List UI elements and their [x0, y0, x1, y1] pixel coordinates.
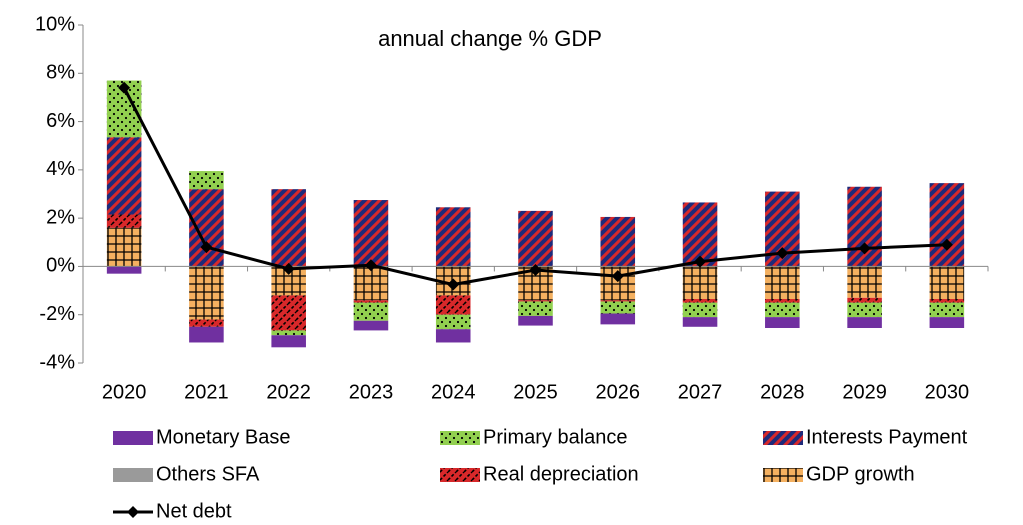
bar-segment: [435, 314, 471, 330]
bar-segment: [518, 301, 553, 316]
bar-segment: [353, 320, 389, 331]
bar-segment: [929, 317, 965, 328]
bar-segment: [600, 300, 636, 302]
bar-segment: [847, 186, 882, 267]
bar-segment: [189, 319, 224, 327]
x-tick-label: 2025: [513, 381, 558, 403]
bar-segment: [189, 326, 224, 343]
bar-segment: [271, 295, 306, 331]
bar-segment: [353, 300, 389, 303]
bar-segment: [106, 227, 142, 267]
legend-swatch: [113, 431, 153, 445]
bar-segment: [518, 300, 553, 302]
bar-segment: [765, 266, 800, 300]
bar-segment: [435, 207, 471, 267]
legend-label: Others SFA: [156, 463, 260, 485]
bar-segment: [847, 302, 882, 318]
x-tick-label: 2022: [266, 381, 311, 403]
bar-segment: [600, 301, 636, 314]
legend-label: Primary balance: [483, 426, 628, 448]
bar-segment: [518, 210, 553, 267]
x-tick-label: 2024: [431, 381, 476, 403]
bar-segment: [353, 266, 389, 301]
legend-swatch: [127, 506, 139, 518]
bar-segment: [189, 266, 224, 320]
x-tick-label: 2020: [102, 381, 147, 403]
x-tick-label: 2029: [842, 381, 887, 403]
chart-title: annual change % GDP: [378, 26, 602, 51]
x-tick-label: 2030: [925, 381, 970, 403]
bar-segment: [847, 297, 882, 303]
legend-swatch: [440, 431, 480, 445]
y-tick-label: -2%: [39, 303, 75, 325]
line-marker: [858, 242, 871, 255]
bar-segment: [106, 214, 142, 228]
bar-segment: [271, 335, 306, 348]
bar-segment: [929, 183, 965, 267]
line-marker: [940, 238, 953, 251]
legend-label: Net debt: [156, 500, 232, 522]
y-tick-label: 0%: [46, 255, 75, 277]
legend-swatch: [763, 468, 803, 482]
line-marker: [776, 247, 789, 260]
line-marker: [200, 241, 213, 254]
bar-segment: [189, 189, 224, 267]
bar-segment: [682, 299, 718, 303]
bar-segment: [847, 266, 882, 298]
bar-segment: [682, 302, 718, 318]
line-marker: [118, 81, 131, 94]
bar-segment: [765, 317, 800, 328]
line-marker: [611, 270, 624, 283]
bar-segment: [106, 137, 142, 215]
bar-segment: [847, 317, 882, 328]
bar-segment: [189, 171, 224, 190]
line-marker: [364, 259, 377, 272]
bar-segment: [435, 329, 471, 343]
x-tick-label: 2026: [596, 381, 641, 403]
y-tick-label: 2%: [46, 206, 75, 228]
bar-segment: [600, 216, 636, 267]
x-tick-label: 2027: [678, 381, 723, 403]
bar-segment: [929, 266, 965, 300]
y-tick-label: 8%: [46, 62, 75, 84]
legend-swatch: [440, 468, 480, 482]
bar-segment: [682, 266, 718, 300]
y-tick-label: 6%: [46, 110, 75, 132]
y-tick-label: -4%: [39, 351, 75, 373]
bar-segment: [765, 299, 800, 303]
x-tick-label: 2023: [349, 381, 394, 403]
y-tick-label: 10%: [35, 13, 75, 35]
bar-segment: [353, 302, 389, 321]
bar-segment: [682, 317, 718, 327]
bar-segment: [518, 315, 553, 326]
bar-segment: [929, 299, 965, 303]
line-marker: [529, 264, 542, 277]
line-marker: [282, 262, 295, 275]
x-tick-label: 2028: [760, 381, 805, 403]
bar-segment: [271, 330, 306, 336]
x-tick-label: 2021: [184, 381, 229, 403]
bar-segment: [600, 313, 636, 325]
bar-segment: [271, 189, 306, 267]
legend-label: Monetary Base: [156, 426, 291, 448]
legend-label: Real depreciation: [483, 463, 639, 485]
y-tick-label: 4%: [46, 158, 75, 180]
legend-label: Interests Payment: [806, 426, 968, 448]
bar-segment: [106, 266, 142, 274]
legend-label: GDP growth: [806, 463, 915, 485]
bar-segment: [929, 302, 965, 318]
line-marker: [694, 255, 707, 268]
legend-swatch: [763, 431, 803, 445]
bar-segment: [353, 200, 389, 267]
legend-swatch: [113, 468, 153, 482]
bar-segment: [765, 302, 800, 318]
line-marker: [447, 278, 460, 291]
bar-segment: [435, 295, 471, 315]
